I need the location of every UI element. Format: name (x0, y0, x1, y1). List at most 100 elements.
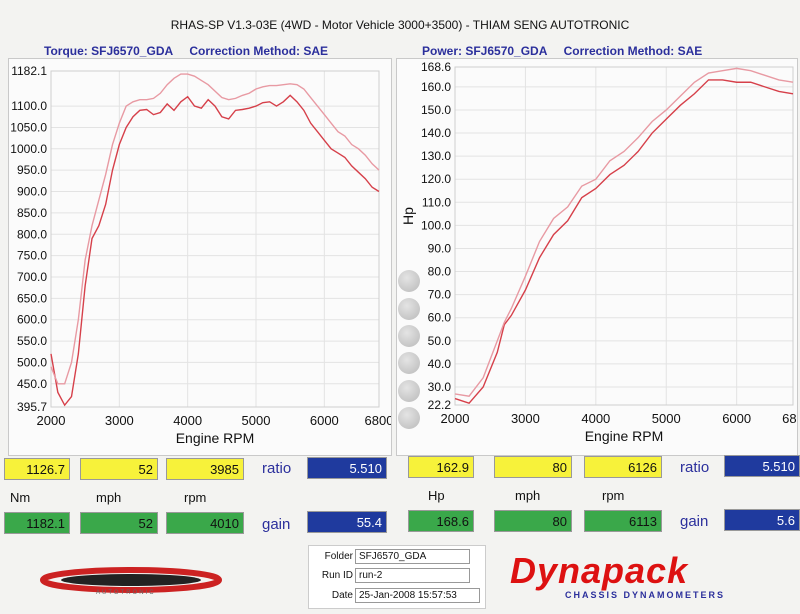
torque-x-tick-label: 2000 (37, 413, 66, 428)
panel-button-3[interactable] (398, 325, 420, 347)
torque-plot-panel: 2000 3000 4000 5000 6000 6800 395.7 450.0 500.0 5… (8, 58, 393, 456)
dynapack-logo: Dynapack (510, 550, 689, 591)
torque-x-tick-label: 3000 (105, 413, 134, 428)
power-x-tick-label: 4000 (581, 411, 610, 426)
left-ratio-value: 5.510 (307, 457, 387, 479)
torque-y-tick-label: 500.0 (17, 355, 47, 369)
torque-series-1-line (50, 94, 380, 407)
torque-plot-frame (50, 70, 380, 408)
torque-x-tick-label: 4000 (173, 413, 202, 428)
run-info-box: Folder SFJ6570_GDA Run ID run-2 Date 25-… (308, 545, 486, 609)
right-ratio-label: ratio (680, 459, 710, 476)
torque-y-tick-label: 450.0 (17, 377, 47, 391)
run-id-field: run-2 (355, 568, 470, 583)
report-title: RHAS-SP V1.3-03E (4WD - Motor Vehicle 30… (170, 18, 630, 32)
power-x-tick-label: 680 (782, 411, 797, 426)
right-gain-value: 5.6 (724, 509, 800, 531)
power-correction-method: Correction Method: SAE (563, 44, 703, 58)
torque-y-tick-label: 395.7 (17, 400, 47, 414)
panel-button-2[interactable] (398, 298, 420, 320)
torque-correction-method: Correction Method: SAE (189, 44, 329, 58)
date-label: Date (331, 590, 353, 601)
right-peak-rpm: 6126 (584, 456, 662, 478)
power-plot-panel: 2000 3000 4000 5000 6000 680 22.2 30.0 40.0 50.0 6… (396, 58, 800, 456)
left-gain-label: gain (262, 516, 291, 533)
torque-y-tick-label: 900.0 (17, 185, 47, 199)
torque-y-tick-label: 600.0 (17, 313, 47, 327)
torque-y-tick-label: 800.0 (17, 227, 47, 241)
torque-y-tick-label: 1000.0 (10, 142, 47, 156)
power-x-tick-label: 3000 (511, 411, 540, 426)
autotronic-logo: AUTOTRONIC (36, 566, 226, 607)
left-max-rpm: 4010 (166, 512, 244, 534)
power-y-tick-label: 130.0 (421, 149, 451, 163)
left-peak-speed: 52 (80, 458, 158, 480)
power-y-tick-label: 30.0 (428, 380, 452, 394)
right-max-speed: 80 (494, 510, 572, 532)
torque-header: Torque: SFJ6570_GDA Correction Method: S… (44, 44, 328, 58)
right-ratio-value: 5.510 (724, 455, 800, 477)
torque-x-tick-label: 6800 (365, 413, 391, 428)
power-y-tick-label: 80.0 (428, 265, 452, 279)
panel-button-4[interactable] (398, 352, 420, 374)
left-unit-mph: mph (96, 490, 122, 505)
power-y-tick-label: 60.0 (428, 311, 452, 325)
torque-chart: 2000 3000 4000 5000 6000 6800 395.7 450.0 500.0 5… (10, 64, 393, 446)
power-x-tick-label: 2000 (441, 411, 470, 426)
panel-button-5[interactable] (398, 380, 420, 402)
left-max-torque: 1182.1 (4, 512, 70, 534)
left-unit-nm: Nm (10, 490, 31, 505)
power-header-title: Power: SFJ6570_GDA (422, 44, 547, 58)
date-field: 25-Jan-2008 15:57:53 (355, 588, 480, 603)
torque-y-tick-label: 1182.1 (11, 64, 47, 78)
power-y-axis-label: Hp (400, 207, 416, 225)
left-max-speed: 52 (80, 512, 158, 534)
torque-y-tick-label: 1100.0 (11, 99, 47, 113)
power-plot-frame (454, 66, 794, 406)
left-ratio-label: ratio (262, 460, 292, 477)
power-y-tick-label: 160.0 (421, 80, 451, 94)
right-unit-rpm: rpm (602, 488, 625, 503)
power-y-tick-label: 90.0 (428, 241, 452, 255)
power-y-tick-label: 40.0 (428, 357, 452, 371)
right-unit-mph: mph (515, 488, 541, 503)
torque-y-tick-label: 700.0 (17, 270, 47, 284)
left-gain-value: 55.4 (307, 511, 387, 533)
right-gain-label: gain (680, 513, 709, 530)
right-max-power: 168.6 (408, 510, 474, 532)
power-header: Power: SFJ6570_GDA Correction Method: SA… (422, 44, 702, 58)
panel-button-1[interactable] (398, 270, 420, 292)
folder-label: Folder (324, 551, 353, 562)
power-y-tick-label: 150.0 (421, 103, 451, 117)
right-max-rpm: 6113 (584, 510, 662, 532)
right-peak-speed: 80 (494, 456, 572, 478)
torque-y-tick-label: 550.0 (17, 334, 47, 348)
power-x-axis-label: Engine RPM (585, 428, 664, 444)
power-y-tick-label: 120.0 (421, 172, 451, 186)
power-y-tick-label: 22.2 (428, 398, 452, 412)
autotronic-wordmark: AUTOTRONIC (96, 590, 156, 596)
left-peak-torque: 1126.7 (4, 458, 70, 480)
power-series-2-line (454, 67, 794, 397)
power-y-tick-label: 100.0 (421, 218, 451, 232)
power-y-tick-label: 110.0 (422, 195, 451, 209)
torque-y-tick-label: 850.0 (17, 206, 47, 220)
panel-button-6[interactable] (398, 407, 420, 429)
autotronic-swoosh (40, 567, 222, 593)
power-x-tick-label: 5000 (652, 411, 681, 426)
dynapack-subtitle: CHASSIS DYNAMOMETERS (565, 590, 726, 600)
torque-x-tick-label: 5000 (242, 413, 271, 428)
torque-series-2-line (50, 73, 380, 385)
power-chart: 2000 3000 4000 5000 6000 680 22.2 30.0 40.0 50.0 6… (400, 60, 800, 444)
torque-x-axis-label: Engine RPM (176, 430, 255, 446)
run-id-label: Run ID (321, 570, 353, 581)
left-peak-rpm: 3985 (166, 458, 244, 480)
left-unit-rpm: rpm (184, 490, 207, 505)
power-x-tick-label: 6000 (722, 411, 751, 426)
power-y-tick-label: 70.0 (428, 288, 452, 302)
torque-x-tick-label: 6000 (310, 413, 339, 428)
torque-y-tick-label: 750.0 (17, 249, 47, 263)
torque-y-tick-label: 1050.0 (10, 120, 47, 134)
power-y-tick-label: 50.0 (428, 334, 452, 348)
torque-y-tick-label: 650.0 (17, 291, 47, 305)
